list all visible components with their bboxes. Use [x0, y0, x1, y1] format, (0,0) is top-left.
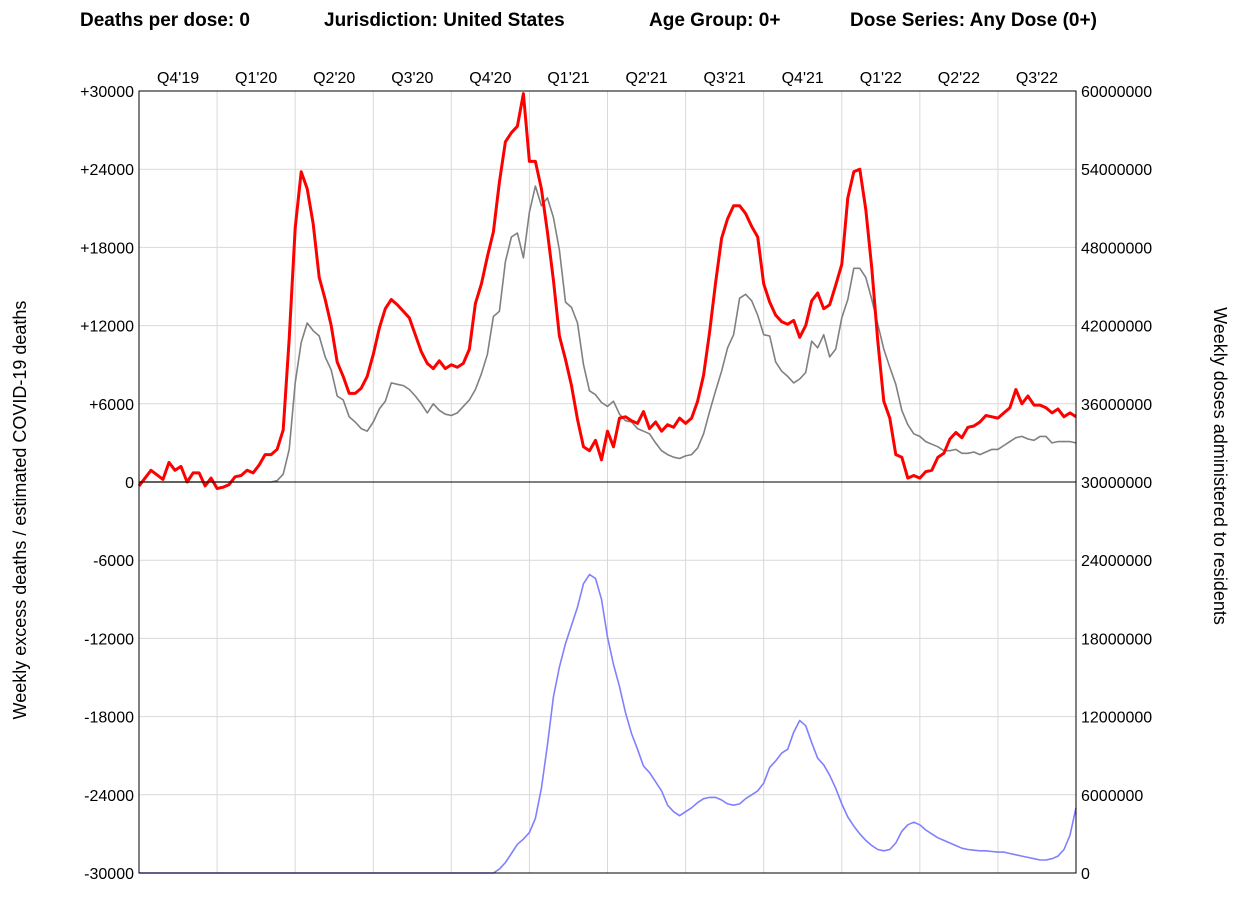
left-tick-label: -6000 — [93, 553, 134, 570]
quarter-label: Q2'21 — [625, 70, 667, 87]
quarter-label: Q3'21 — [704, 70, 746, 87]
left-y-axis-ticks: +30000 +24000 +18000 +12000 +6000 0 -6000 -1200… — [80, 84, 134, 883]
left-tick-label: +24000 — [80, 162, 134, 179]
quarter-label: Q3'22 — [1016, 70, 1058, 87]
quarter-label: Q1'20 — [235, 70, 277, 87]
quarter-label: Q4'21 — [782, 70, 824, 87]
left-tick-label: +30000 — [80, 84, 134, 101]
quarter-label: Q3'20 — [391, 70, 433, 87]
right-y-axis-ticks: 6000000054000000480000004200000036000000… — [1081, 84, 1152, 883]
right-tick-label: 42000000 — [1081, 319, 1152, 336]
right-tick-label: 12000000 — [1081, 710, 1152, 727]
right-tick-label: 36000000 — [1081, 397, 1152, 414]
age-group-label: Age Group: 0+ — [649, 10, 781, 31]
right-tick-label: 54000000 — [1081, 162, 1152, 179]
doses-line — [139, 573, 1077, 874]
quarter-label: Q1'22 — [860, 70, 902, 87]
right-tick-label: 30000000 — [1081, 475, 1152, 492]
right-tick-label: 18000000 — [1081, 631, 1152, 648]
right-tick-label: 6000000 — [1081, 788, 1143, 805]
quarter-label: Q4'20 — [469, 70, 511, 87]
right-tick-label: 0 — [1081, 866, 1090, 883]
right-axis-title: Weekly doses administered to residents — [1210, 307, 1230, 625]
quarter-label: Q2'22 — [938, 70, 980, 87]
left-tick-label: -12000 — [84, 631, 134, 648]
left-tick-label: -30000 — [84, 866, 134, 883]
excess-deaths-line — [137, 92, 1077, 490]
x-axis-quarter-labels: Q4'19 Q1'20 Q2'20 Q3'20 Q4'20 Q1'21 Q2'21 Q3'21… — [157, 70, 1058, 87]
covid-deaths-line — [139, 185, 1077, 483]
right-tick-label: 24000000 — [1081, 553, 1152, 570]
left-axis-title: Weekly excess deaths / estimated COVID-1… — [10, 301, 30, 720]
left-tick-label: +12000 — [80, 319, 134, 336]
series-lines — [137, 92, 1077, 874]
left-tick-label: 0 — [125, 475, 134, 492]
left-tick-label: -24000 — [84, 788, 134, 805]
left-tick-label: +18000 — [80, 240, 134, 257]
right-tick-label: 48000000 — [1081, 240, 1152, 257]
left-tick-label: -18000 — [84, 710, 134, 727]
dose-series-label: Dose Series: Any Dose (0+) — [850, 10, 1097, 31]
quarter-label: Q4'19 — [157, 70, 199, 87]
left-tick-label: +6000 — [89, 397, 134, 414]
quarter-label: Q1'21 — [547, 70, 589, 87]
jurisdiction-label: Jurisdiction: United States — [324, 10, 565, 31]
chart-header: Deaths per dose: 0 Jurisdiction: United … — [0, 10, 1239, 38]
right-tick-label: 60000000 — [1081, 84, 1152, 101]
deaths-per-dose-label: Deaths per dose: 0 — [80, 10, 250, 31]
quarter-label: Q2'20 — [313, 70, 355, 87]
